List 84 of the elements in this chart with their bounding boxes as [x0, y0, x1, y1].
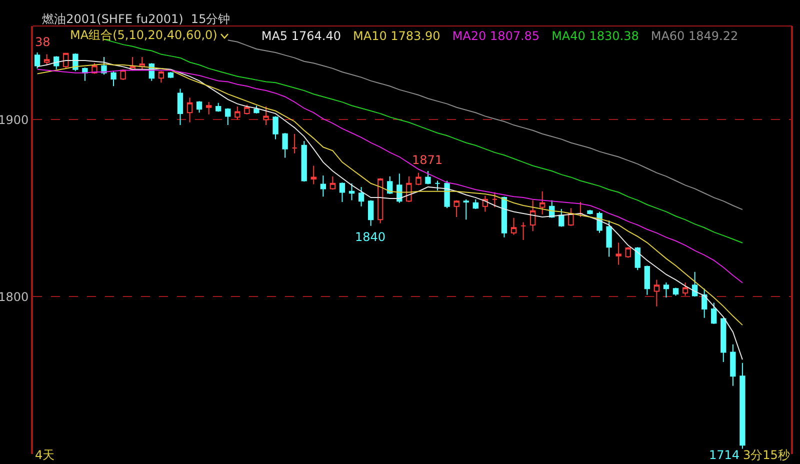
- candlestick: [625, 246, 631, 258]
- candlestick: [682, 282, 688, 296]
- candlestick: [663, 282, 670, 298]
- candlestick: [501, 196, 508, 238]
- annotation: 1840: [355, 230, 386, 244]
- candlestick: [416, 172, 422, 186]
- candlestick: [310, 165, 316, 185]
- candlestick: [244, 104, 250, 115]
- candlestick: [186, 97, 193, 123]
- chart-title: 燃油2001(SHFE fu2001) 15分钟: [42, 12, 230, 26]
- candlestick: [578, 201, 584, 218]
- candlestick: [348, 182, 355, 201]
- text: MA10 1783.90: [353, 28, 440, 42]
- candlestick: [272, 116, 278, 140]
- candlestick: [730, 344, 736, 386]
- candlestick: [130, 56, 136, 70]
- text: MA5 1764.40: [261, 28, 341, 42]
- annotation: 1871: [412, 153, 443, 167]
- candlestick: [358, 186, 364, 207]
- annotation: 3分15秒: [743, 448, 790, 462]
- candlestick: [368, 200, 374, 226]
- text: MA60 1849.22: [650, 28, 738, 42]
- candlestick: [672, 287, 679, 296]
- candlestick: [520, 222, 526, 240]
- candlestick: [454, 200, 460, 218]
- legend-title: MA组合(5,10,20,40,60,0): [70, 27, 218, 44]
- annotation: 4天: [35, 448, 55, 462]
- candlestick: [463, 198, 469, 220]
- candlestick: [139, 56, 145, 70]
- candlestick: [692, 271, 698, 298]
- candlestick: [168, 71, 174, 79]
- candlestick: [444, 180, 450, 209]
- candlestick: [63, 52, 69, 69]
- candlestick: [206, 102, 212, 115]
- candlestick: [425, 170, 431, 185]
- candlestick: [720, 317, 726, 363]
- candlestick: [82, 67, 88, 82]
- candlestick: [378, 178, 384, 224]
- candlestick: [254, 105, 260, 114]
- candlestick: [320, 174, 326, 198]
- candlestick: [558, 208, 564, 228]
- candlestick: [644, 265, 650, 296]
- candlestick: [702, 288, 708, 318]
- candlestick: [654, 279, 660, 307]
- candlestick: [472, 198, 478, 210]
- candlestick: [101, 56, 107, 76]
- candlestick: [568, 208, 574, 226]
- candlestick: [482, 195, 488, 212]
- candlestick: [44, 54, 50, 66]
- candlestick: [406, 176, 412, 202]
- candlestick: [530, 200, 536, 232]
- candlestick: [120, 70, 126, 80]
- candlestick: [492, 192, 498, 208]
- candlestick: [434, 180, 440, 191]
- candlestick: [387, 176, 393, 195]
- candlestick: [234, 106, 240, 120]
- candlestick: [158, 70, 164, 84]
- candlestick: [616, 242, 622, 266]
- text: MA40 1830.38: [552, 28, 639, 42]
- candlestick: [110, 70, 116, 87]
- candlestick: [263, 106, 269, 126]
- candlestick: [540, 190, 546, 215]
- annotation: 38: [35, 35, 50, 49]
- candlestick: [216, 102, 222, 112]
- candlestick: [587, 209, 593, 215]
- candlestick: [740, 362, 746, 450]
- candlestick: [282, 132, 288, 158]
- candlestick: [292, 133, 298, 154]
- annotation: 1714: [709, 448, 740, 462]
- candlestick: [606, 220, 612, 258]
- candlestick: [634, 246, 640, 271]
- candlestick: [339, 182, 346, 202]
- line-series: [227, 40, 743, 210]
- candlestick: [301, 140, 307, 182]
- candlestick: [510, 217, 517, 236]
- candlestick: [196, 100, 202, 114]
- line-series: [36, 68, 743, 284]
- candlestick: [34, 52, 40, 69]
- candlestick: [225, 108, 231, 126]
- candlestick: [330, 176, 336, 190]
- candlestick: [711, 302, 717, 325]
- text: MA20 1807.85: [452, 28, 540, 42]
- candlestick: [92, 62, 98, 74]
- candlestick: [177, 88, 184, 126]
